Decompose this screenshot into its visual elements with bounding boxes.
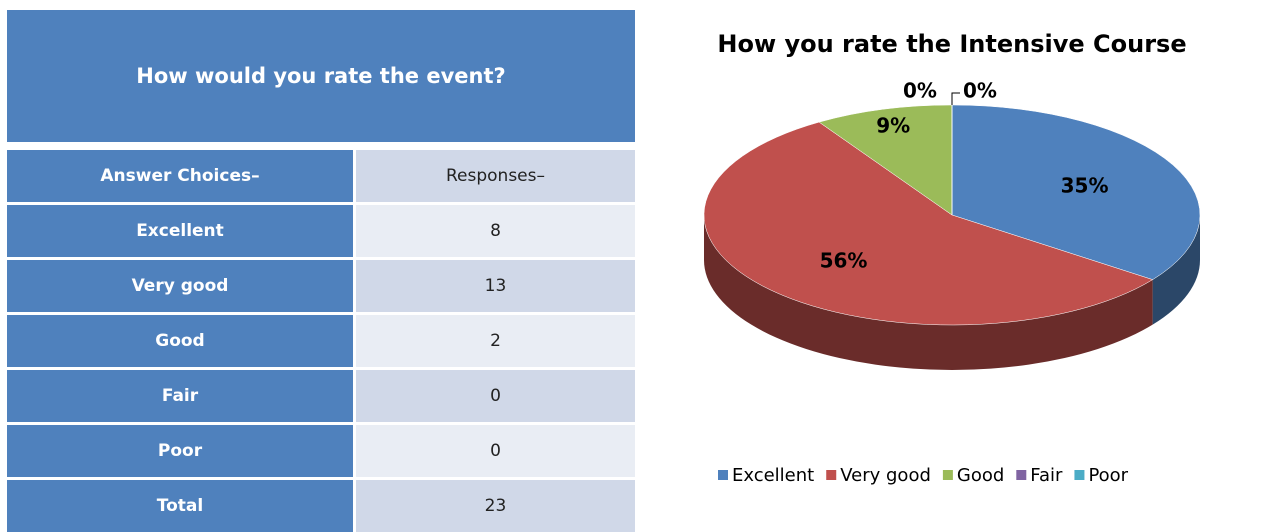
cell: 0	[356, 370, 635, 422]
data-label: 9%	[876, 114, 910, 138]
row-label: Very good	[7, 260, 353, 312]
row-label: Total	[7, 480, 353, 532]
row-label: Poor	[7, 425, 353, 477]
legend-swatch	[718, 470, 728, 480]
cell: 2	[356, 315, 635, 367]
cell: 0	[356, 425, 635, 477]
column-header: Responses–	[356, 150, 635, 202]
leader-line	[951, 92, 960, 105]
chart: How you rate the Intensive Course 35% 56%…	[703, 30, 1201, 486]
cell: 13	[356, 260, 635, 312]
slice	[703, 121, 1154, 326]
table-row: Poor 0	[7, 425, 635, 477]
legend-label: Excellent	[732, 465, 814, 486]
table-row: Fair 0	[7, 370, 635, 422]
row-label: Excellent	[7, 205, 353, 257]
header-row: Answer Choices– Responses–	[7, 150, 635, 202]
slice-side	[704, 215, 1153, 370]
data-label: 56%	[820, 249, 868, 273]
cell: 8	[356, 205, 635, 257]
legend-swatch	[826, 470, 837, 480]
cell: 23	[356, 480, 635, 532]
row-label: Fair	[7, 370, 353, 422]
row-label: Good	[7, 315, 353, 367]
table-title: How would you rate the event?	[7, 10, 635, 142]
data-label: 0%	[903, 79, 937, 103]
table-row: Good 2	[7, 315, 635, 367]
legend-label: Good	[957, 465, 1004, 486]
legend-swatch	[1016, 470, 1027, 480]
slice-side	[1152, 215, 1200, 325]
legend-label: Very good	[840, 465, 931, 486]
legend-swatch	[1074, 470, 1085, 480]
table-row: Excellent 8	[7, 205, 635, 257]
slice	[951, 104, 1201, 280]
data-label: 35%	[1061, 174, 1109, 198]
column-header: Answer Choices–	[7, 150, 353, 202]
legend-label: Poor	[1088, 465, 1128, 486]
chart-title: How you rate the Intensive Course	[717, 30, 1186, 58]
legend-swatch	[942, 470, 953, 480]
table-row: Very good 13	[7, 260, 635, 312]
table: How would you rate the event? Answer Cho…	[7, 10, 635, 532]
legend-label: Fair	[1030, 465, 1063, 486]
table-row: Total 23	[7, 480, 635, 532]
slice	[818, 104, 953, 216]
data-label: 0%	[963, 79, 997, 103]
